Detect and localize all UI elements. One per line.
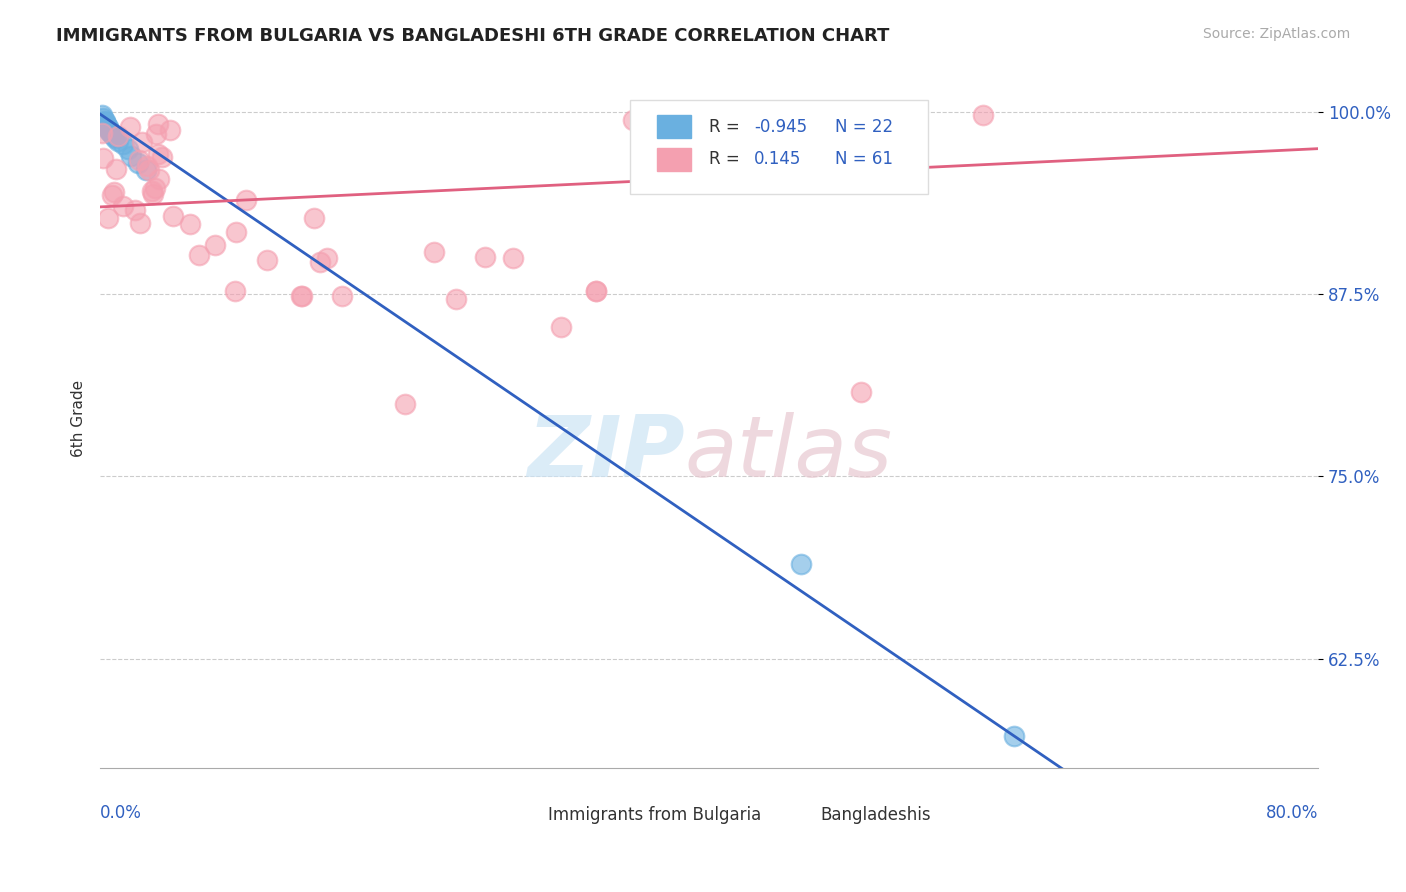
Point [136,159,159,173]
Text: Source: ZipAtlas.com: Source: ZipAtlas.com [1202,27,1350,41]
Point [96,117,118,131]
Point [148,171,170,186]
Point [235,193,257,207]
Point [141,184,163,198]
Point [550,320,572,334]
Text: atlas: atlas [685,411,893,494]
Point [330,289,353,303]
Point [142,187,165,202]
Point [124,202,146,217]
Point [104,131,127,145]
Point [93,115,115,129]
Point [97,211,120,226]
Text: N = 22: N = 22 [835,118,893,136]
Text: IMMIGRANTS FROM BULGARIA VS BANGLADESHI 6TH GRADE CORRELATION CHART: IMMIGRANTS FROM BULGARIA VS BANGLADESHI … [56,27,890,45]
FancyBboxPatch shape [508,805,537,825]
Point [146,147,169,161]
Point [159,123,181,137]
FancyBboxPatch shape [780,805,808,825]
Point [138,162,160,177]
Text: Immigrants from Bulgaria: Immigrants from Bulgaria [548,806,762,824]
Text: R =: R = [709,151,745,169]
Point [91,151,114,165]
Point [256,253,278,268]
Point [143,181,166,195]
Point [851,384,873,399]
Point [162,209,184,223]
Point [90,108,112,122]
Point [585,285,607,299]
Point [107,129,129,144]
Text: R =: R = [709,118,745,136]
Point [972,108,994,122]
Point [128,153,150,167]
FancyBboxPatch shape [657,148,690,170]
Point [100,126,122,140]
FancyBboxPatch shape [630,100,928,194]
Point [98,124,121,138]
Point [621,112,644,127]
Point [107,134,129,148]
Point [103,128,125,143]
Point [145,128,167,142]
Text: -0.945: -0.945 [754,118,807,136]
Point [188,248,211,262]
Point [101,127,124,141]
Point [290,289,312,303]
Point [93,114,115,128]
Point [789,557,811,571]
Point [502,251,524,265]
Point [96,119,118,133]
Point [423,245,446,260]
Point [117,142,139,156]
Point [585,284,607,298]
Text: ZIP: ZIP [527,411,685,494]
Point [204,238,226,252]
Point [225,225,247,239]
Point [1002,729,1025,743]
Point [474,250,496,264]
Point [91,127,114,141]
Point [112,199,135,213]
Text: 80.0%: 80.0% [1265,805,1319,822]
Point [150,150,173,164]
Point [111,137,134,152]
Point [105,161,128,176]
Text: N = 61: N = 61 [835,151,893,169]
Point [148,117,170,131]
Point [101,187,124,202]
Point [120,149,142,163]
Point [135,163,157,178]
Point [394,396,416,410]
Text: 0.0%: 0.0% [100,805,142,822]
Point [127,156,149,170]
Text: Bangladeshis: Bangladeshis [820,806,931,824]
Point [118,120,141,134]
Point [309,254,332,268]
Point [302,211,325,226]
Point [97,120,120,134]
Point [851,110,873,124]
Point [128,216,150,230]
Point [131,135,153,149]
Point [91,111,114,125]
Point [97,121,120,136]
Point [224,284,246,298]
Point [179,217,201,231]
FancyBboxPatch shape [657,115,690,137]
Y-axis label: 6th Grade: 6th Grade [72,380,86,457]
Point [444,292,467,306]
Point [728,111,751,125]
Point [315,252,337,266]
Point [103,185,125,199]
Point [98,122,121,136]
Text: 0.145: 0.145 [754,151,801,169]
Point [291,289,314,303]
